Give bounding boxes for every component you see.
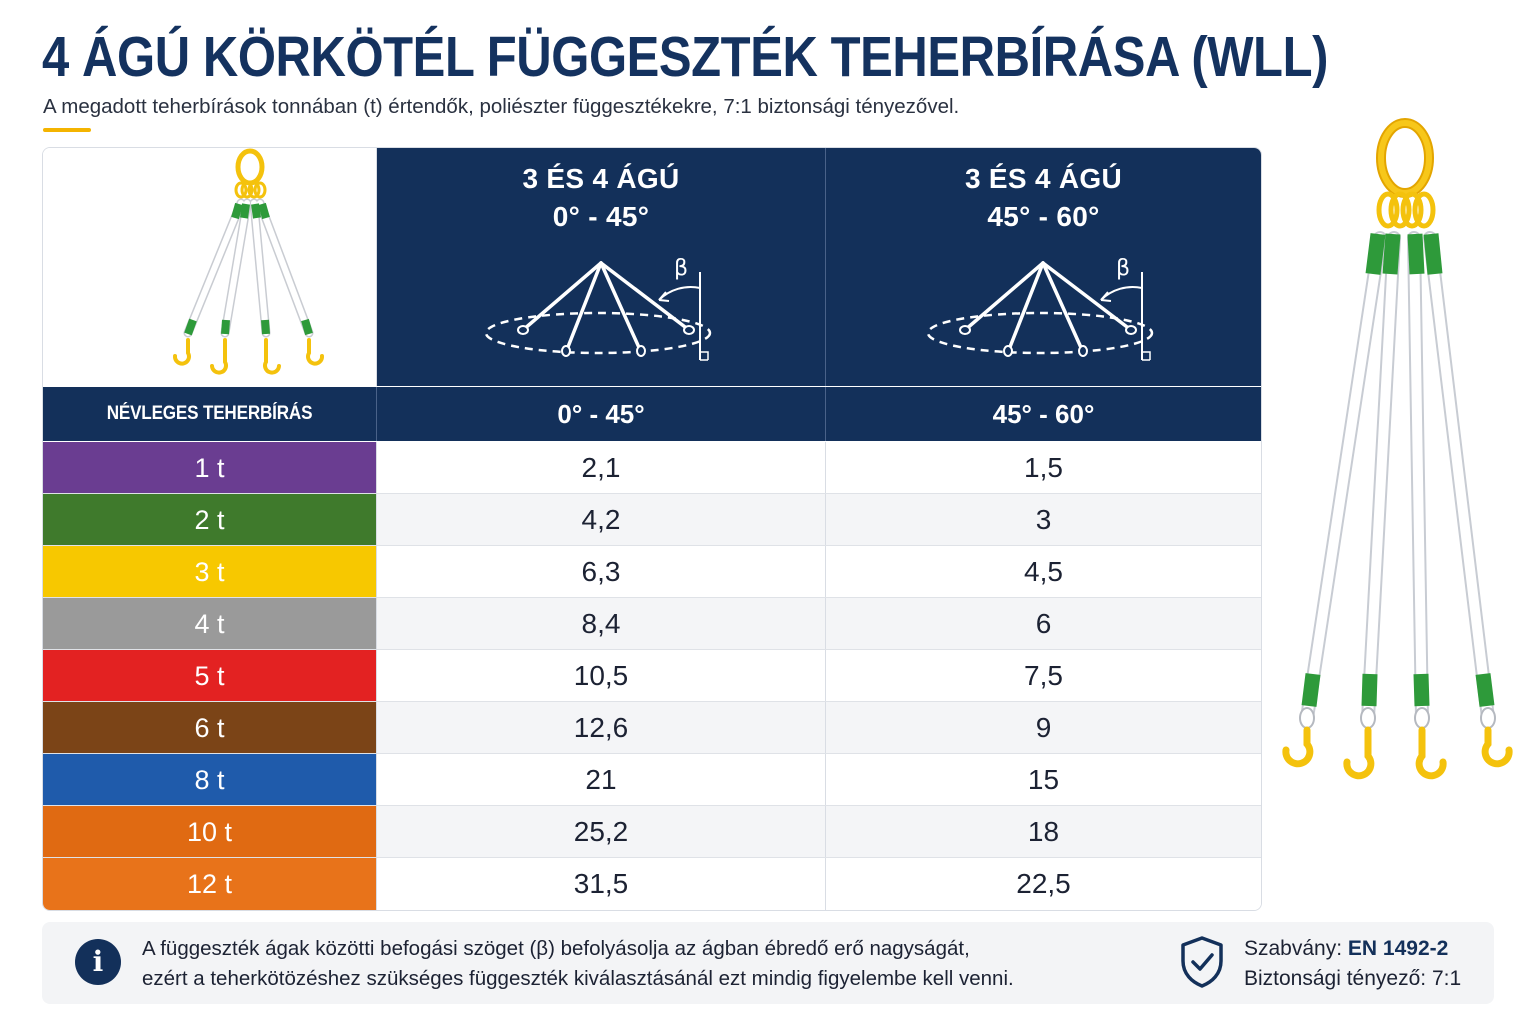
- wll-cell-45-60: 3: [1035, 504, 1052, 535]
- wll-cell-0-45: 6,3: [377, 546, 826, 597]
- sling-angle-diagram-icon: β: [484, 256, 712, 361]
- column-header-45-60: 3 ÉS 4 ÁGÚ 45° - 60° β: [826, 148, 1261, 386]
- info-line-1: A függeszték ágak közötti befogási szöge…: [142, 937, 970, 960]
- capacity-cell: 10 t: [43, 806, 377, 857]
- column-header-title: 3 ÉS 4 ÁGÚ: [964, 163, 1123, 194]
- beta-label: β: [674, 256, 688, 281]
- column-header-0-45: 3 ÉS 4 ÁGÚ 0° - 45° β: [377, 148, 826, 386]
- capacity-cell: 4 t: [43, 598, 377, 649]
- wll-cell-0-45: 31,5: [377, 858, 826, 910]
- table-row: 10 t 25,2 18: [43, 806, 1261, 858]
- table-subheader-row: NÉVLEGES TEHERBÍRÁS ÁGANKÉNT (t) 0° - 45…: [43, 387, 1261, 478]
- wll-cell-45-60: 7,5: [1024, 660, 1063, 691]
- wll-cell-0-45: 25,2: [377, 806, 826, 857]
- wll-cell-0-45: 10,5: [377, 650, 826, 701]
- page-subtitle: A megadott teherbírások tonnában (t) ért…: [43, 95, 960, 118]
- subheader-angle-0-45: 0° - 45°: [377, 387, 826, 441]
- table-row: 6 t 12,6 9: [43, 702, 1261, 754]
- wll-cell-45-60: 1,5: [1024, 452, 1063, 483]
- info-line-2: ezért a teherkötözéshez szükséges függes…: [142, 967, 1014, 990]
- wll-cell-0-45: 4,2: [377, 494, 826, 545]
- standard-info: Szabvány: EN 1492-2 Biztonsági tényező: …: [1244, 934, 1461, 994]
- table-row: 12 t 31,5 22,5: [43, 858, 1261, 910]
- wll-cell-0-45: 2,1: [377, 442, 826, 493]
- column-header-angle: 0° - 45°: [552, 201, 650, 232]
- info-note-bar: i A függeszték ágak közötti befogási szö…: [42, 922, 1494, 1004]
- wll-cell-0-45: 21: [377, 754, 826, 805]
- wll-cell-45-60: 4,5: [1024, 556, 1063, 587]
- capacity-cell: 3 t: [43, 546, 377, 597]
- table-row: 1 t 2,1 1,5: [43, 442, 1261, 494]
- row-header-label: NÉVLEGES TEHERBÍRÁS ÁGANKÉNT (t): [43, 387, 377, 478]
- accent-underline: [43, 128, 91, 132]
- table-row: 5 t 10,5 7,5: [43, 650, 1261, 702]
- capacity-cell: 5 t: [43, 650, 377, 701]
- standard-value: EN 1492-2: [1347, 937, 1449, 960]
- standard-label: Szabvány:: [1244, 937, 1348, 960]
- sling-thumbnail-icon: [173, 148, 324, 375]
- beta-label: β: [1116, 256, 1130, 281]
- capacity-cell: 1 t: [43, 442, 377, 493]
- capacity-cell: 8 t: [43, 754, 377, 805]
- shield-check-icon: [1181, 936, 1223, 988]
- capacity-table: 3 ÉS 4 ÁGÚ 0° - 45° β 3 ÉS 4 ÁGÚ 45° - 6…: [42, 147, 1262, 911]
- capacity-cell: 12 t: [43, 858, 377, 910]
- wll-cell-45-60: 22,5: [1016, 868, 1071, 899]
- wll-cell-45-60: 15: [1027, 764, 1060, 795]
- wll-cell-0-45: 12,6: [377, 702, 826, 753]
- table-row: 2 t 4,2 3: [43, 494, 1261, 546]
- table-body: 1 t 2,1 1,5 2 t 4,2 3 3 t 6,3 4,5 4 t 8,4 6 5 t 10,5 7…: [43, 442, 1261, 910]
- wll-cell-45-60: 18: [1027, 816, 1060, 847]
- capacity-cell: 2 t: [43, 494, 377, 545]
- capacity-cell: 6 t: [43, 702, 377, 753]
- wll-cell-0-45: 8,4: [377, 598, 826, 649]
- column-header-title: 3 ÉS 4 ÁGÚ: [522, 163, 680, 194]
- wll-cell-45-60: 6: [1035, 608, 1052, 639]
- info-icon: i: [75, 939, 121, 985]
- table-row: 8 t 21 15: [43, 754, 1261, 806]
- table-row: 3 t 6,3 4,5: [43, 546, 1261, 598]
- page-title: 4 ÁGÚ KÖRKÖTÉL FÜGGESZTÉK TEHERBÍRÁSA (W…: [42, 25, 1328, 89]
- table-row: 4 t 8,4 6: [43, 598, 1261, 650]
- safety-factor: Biztonsági tényező: 7:1: [1244, 967, 1462, 990]
- info-note-text: A függeszték ágak közötti befogási szöge…: [142, 934, 1014, 994]
- sling-angle-diagram-icon: β: [926, 256, 1154, 361]
- sling-thumbnail-cell: [43, 148, 377, 386]
- wll-cell-45-60: 9: [1035, 712, 1052, 743]
- subheader-angle-45-60: 45° - 60°: [992, 399, 1095, 429]
- four-leg-sling-icon: [1282, 118, 1513, 780]
- column-header-angle: 45° - 60°: [987, 201, 1100, 232]
